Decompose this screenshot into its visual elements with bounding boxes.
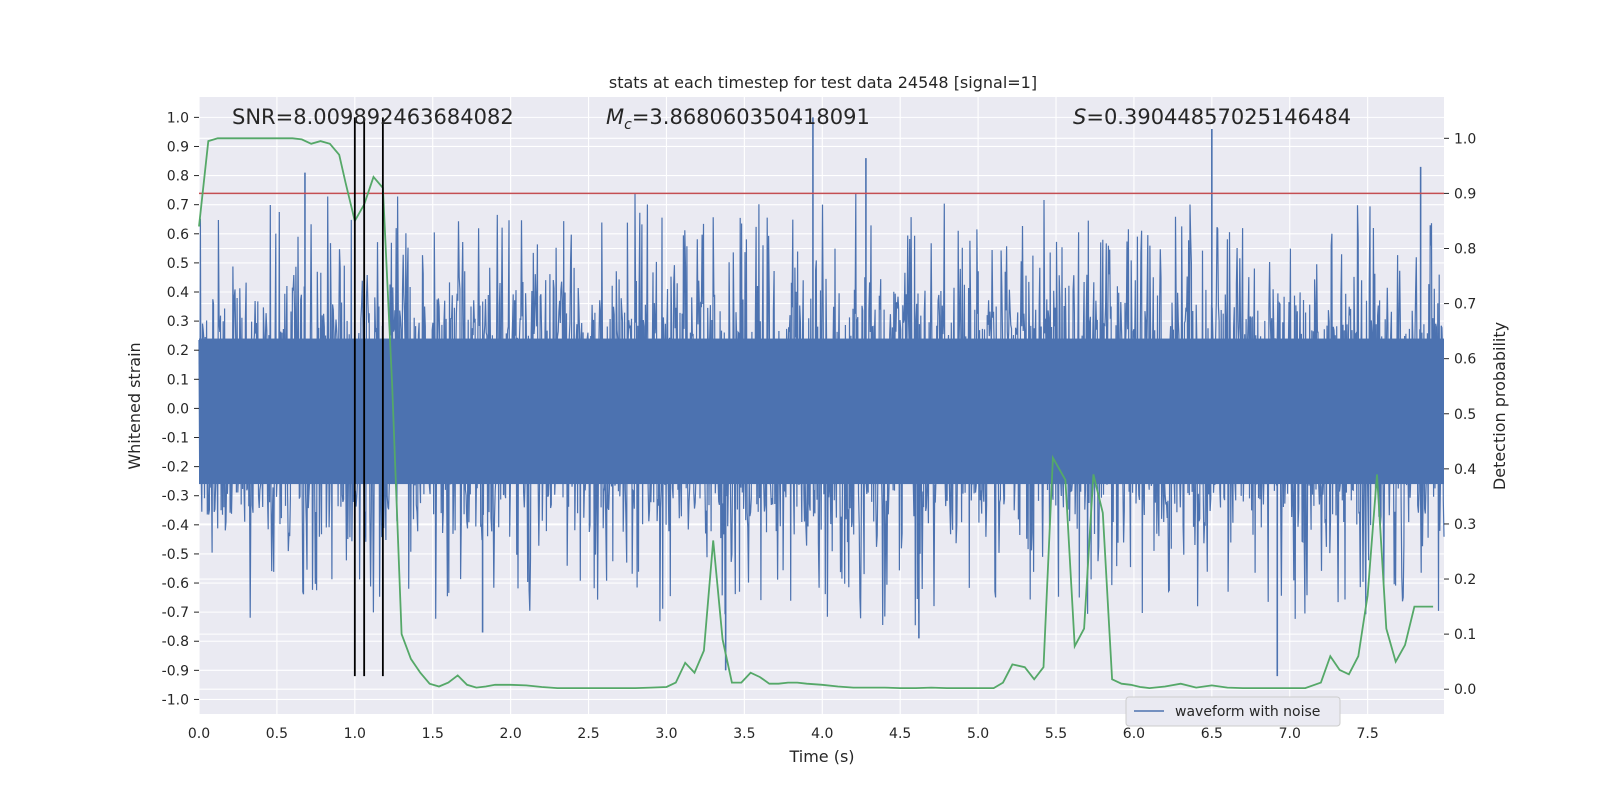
y-right-tick-label: 0.0 xyxy=(1454,682,1476,698)
y-right-tick-label: 0.2 xyxy=(1454,572,1476,588)
y-tick-label: -0.6 xyxy=(162,576,189,592)
y-tick-label: -0.7 xyxy=(162,605,189,621)
waveform-core-band xyxy=(199,338,1444,485)
s-value: =0.39044857025146484 xyxy=(1086,105,1351,129)
y-tick-label: 0.8 xyxy=(167,169,189,185)
y-right-tick-label: 0.9 xyxy=(1454,186,1476,202)
y-tick-label: 0.9 xyxy=(167,139,189,155)
chirp-mass-symbol: M xyxy=(606,105,624,129)
y-tick-label: 0.4 xyxy=(167,285,189,301)
x-tick-label: 2.0 xyxy=(500,726,522,742)
y-tick-label: -0.5 xyxy=(162,547,189,563)
y-tick-label: 0.3 xyxy=(167,314,189,330)
x-tick-label: 5.0 xyxy=(967,726,989,742)
y-right-tick-label: 0.8 xyxy=(1454,241,1476,257)
x-tick-label: 7.5 xyxy=(1357,726,1379,742)
x-tick-label: 2.5 xyxy=(577,726,599,742)
y-right-tick-label: 0.3 xyxy=(1454,517,1476,533)
chart-title: stats at each timestep for test data 245… xyxy=(609,73,1037,92)
x-tick-label: 1.5 xyxy=(422,726,444,742)
x-tick-label: 1.0 xyxy=(344,726,366,742)
legend-box xyxy=(1125,696,1341,727)
y-right-tick-label: 0.6 xyxy=(1454,352,1476,368)
y-tick-label: -0.2 xyxy=(162,460,189,476)
x-tick-label: 0.0 xyxy=(188,726,210,742)
x-tick-label: 5.5 xyxy=(1045,726,1067,742)
chirp-mass-value: =3.868060350418091 xyxy=(632,105,870,129)
snr-annotation: SNR=8.009892463684082 xyxy=(232,105,514,129)
x-tick-label: 0.5 xyxy=(266,726,288,742)
y-tick-label: 0.7 xyxy=(167,198,189,214)
y-tick-label: -1.0 xyxy=(162,692,189,708)
x-tick-label: 3.0 xyxy=(655,726,677,742)
y-axis-label: Whitened strain xyxy=(125,342,144,469)
y-axis-right-ticks: 0.0 0.1 0.2 0.3 0.4 0.5 0.6 0.7 0.8 0.9 1.0 xyxy=(1444,131,1476,698)
y-tick-label: 0.2 xyxy=(167,343,189,359)
x-axis-ticks: 0.0 0.5 1.0 1.5 2.0 2.5 3.0 3.5 4.0 4.5 5.0 5.5 6.0 6… xyxy=(188,726,1379,742)
x-tick-label: 7.0 xyxy=(1279,726,1301,742)
waveform-series xyxy=(198,117,1445,677)
y-tick-label: -0.1 xyxy=(162,431,189,447)
legend: waveform with noise xyxy=(1125,696,1341,727)
y-tick-label: -0.9 xyxy=(162,663,189,679)
chirp-mass-subscript: c xyxy=(624,117,632,133)
x-axis-label: Time (s) xyxy=(788,747,854,766)
y-tick-label: -0.4 xyxy=(162,518,189,534)
y-right-tick-label: 1.0 xyxy=(1454,131,1476,147)
y-tick-label: 0.5 xyxy=(167,256,189,272)
y-right-tick-label: 0.4 xyxy=(1454,462,1476,478)
y-tick-label: 0.0 xyxy=(167,401,189,417)
y-tick-label: -0.3 xyxy=(162,489,189,505)
probability-line xyxy=(198,137,1434,690)
y-right-tick-label: 0.7 xyxy=(1454,297,1476,313)
s-symbol: S xyxy=(1073,105,1086,129)
x-tick-label: 4.0 xyxy=(811,726,833,742)
x-tick-label: 6.0 xyxy=(1123,726,1145,742)
y-right-tick-label: 0.1 xyxy=(1454,627,1476,643)
y-tick-label: -0.8 xyxy=(162,634,189,650)
y-tick-label: 1.0 xyxy=(167,110,189,126)
chirp-mass-annotation: Mc=3.868060350418091 xyxy=(606,105,870,133)
legend-label-waveform: waveform with noise xyxy=(1175,704,1320,720)
event-markers xyxy=(353,117,384,677)
x-tick-label: 3.5 xyxy=(733,726,755,742)
probability-series xyxy=(198,137,1444,690)
s-annotation: S=0.39044857025146484 xyxy=(1073,105,1351,129)
x-tick-label: 6.5 xyxy=(1201,726,1223,742)
y-tick-label: 0.1 xyxy=(167,372,189,388)
y-axis-ticks: -1.0 -0.9 -0.8 -0.7 -0.6 -0.5 -0.4 -0.3 -0.2 -0.1… xyxy=(162,110,199,708)
y-right-tick-label: 0.5 xyxy=(1454,407,1476,423)
x-tick-label: 4.5 xyxy=(889,726,911,742)
y-tick-label: 0.6 xyxy=(167,227,189,243)
y-axis-right-label: Detection probability xyxy=(1490,322,1509,490)
